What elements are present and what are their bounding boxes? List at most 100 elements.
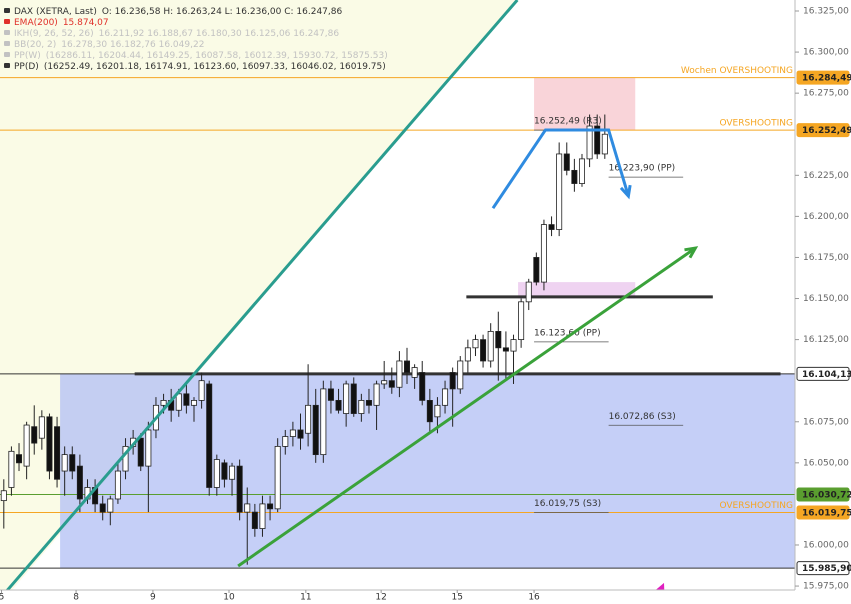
candle-body [601,133,608,155]
legend-name: IKH(9, 26, 52, 26) [14,29,94,39]
candle-body [175,393,182,411]
legend-swatch [4,41,10,46]
candle-body [8,450,15,488]
candle-body [229,465,236,480]
candle-body [487,330,494,362]
candle-body [107,498,114,513]
candle-body [198,380,205,401]
candle-body [388,380,395,388]
y-tick-label: 16.075,00 [803,417,849,427]
candle-body [586,125,593,160]
legend-name: DAX (XETRA, Last) [14,7,97,17]
candle-body [251,511,258,529]
level-box [796,505,850,520]
y-tick-label: 16.125,00 [803,335,849,345]
candle-body [464,347,471,362]
trendline [237,246,697,568]
candle-body [358,399,365,414]
candle-body [54,426,61,480]
candle-body [297,429,304,439]
candle-body [434,404,441,418]
y-tick-label: 16.200,00 [803,212,849,222]
candle-body [267,503,274,510]
candle-body [419,372,426,401]
candle-body [563,153,570,171]
level-box [796,561,850,576]
candle-body [23,424,30,467]
candle-body [236,465,243,513]
level-label: 15.985,90 [802,564,851,574]
y-tick-label: 16.300,00 [803,48,849,58]
candle-body [289,429,296,437]
candle-body [327,388,334,401]
legend-label: IKH(9, 26, 52, 26) 16.211,92 16.188,67 16… [14,29,339,39]
x-tick-label: 9 [150,593,156,603]
level-box [796,123,850,138]
legend-label: EMA(200) 15.874,07 [14,18,109,28]
candle-body [312,404,319,456]
candle-body [457,360,464,390]
pivot-label: 16.019,75 (S3) [534,499,601,509]
candle-body [213,459,220,488]
level-note: Wochen OVERSHOOTING [681,66,793,76]
x-tick-label: 15 [451,593,462,603]
y-tick-label: 16.000,00 [803,540,849,550]
candle-body [411,367,418,378]
candle-body [76,465,83,500]
x-tick-label: 10 [223,593,235,603]
zone [518,282,636,299]
level-note: OVERSHOOTING [719,501,793,511]
level-box [796,366,850,381]
candle-body [206,383,213,488]
candle-body [525,281,532,303]
y-tick-label: 16.150,00 [803,294,849,304]
plot-area: 16.252,49 (R3) 16.223,90 (PP) 16.123,60 (P… [0,0,795,599]
legend-values: 16.211,92 16.188,67 16.180,30 16.125,06 … [99,29,340,39]
candle-body [38,416,45,439]
candle-body [365,399,372,406]
candle-body [320,388,327,456]
y-tick-label: 15.975,00 [803,582,849,592]
candle-body [518,301,525,341]
y-tick-label: 16.050,00 [803,458,849,468]
candle-body [594,125,601,155]
level-note: OVERSHOOTING [719,119,793,129]
candle-body [548,224,555,230]
candle-body [160,399,167,406]
y-tick-label: 16.325,00 [803,7,849,17]
pivot-label: 16.223,90 (PP) [609,164,676,174]
legend-values: 16.278,30 16.182,76 16.049,22 [61,40,204,50]
candle-body [69,454,76,472]
x-tick-label: 16 [528,593,540,603]
legend-label: BB(20, 2) 16.278,30 16.182,76 16.049,22 [14,40,204,50]
candle-body [350,383,357,414]
legend-label: PP(W) (16286.11, 16204.44, 16149.25, 1608… [14,51,388,61]
x-axis-area [0,590,795,604]
candle-body [480,339,487,362]
candle-body [305,404,312,434]
legend-values: (16252.49, 16201.18, 16174.91, 16123.60,… [44,62,386,72]
candle-body [381,380,388,385]
candle-body [335,399,342,411]
candle-body [472,339,479,349]
candle-body [145,429,152,467]
candle-body [373,383,380,406]
level-box [796,70,850,85]
legend-label: DAX (XETRA, Last) O: 16.236,58 H: 16.263,… [14,7,342,17]
candle-body [274,446,281,510]
candle-body [495,330,502,349]
trendline [3,0,519,595]
y-axis-area [795,0,851,604]
candle-body [578,158,585,184]
level-label: 16.030,72 [802,491,851,501]
candle-body [259,503,266,529]
candle-body [404,360,411,373]
candle-body [571,169,578,184]
y-tick-label: 16.275,00 [803,89,849,99]
legend: DAX (XETRA, Last) O: 16.236,58 H: 16.263,… [4,7,388,72]
candle-body [502,347,509,352]
legend-swatch [4,63,10,68]
candle-body [221,462,228,480]
level-box [796,487,850,502]
